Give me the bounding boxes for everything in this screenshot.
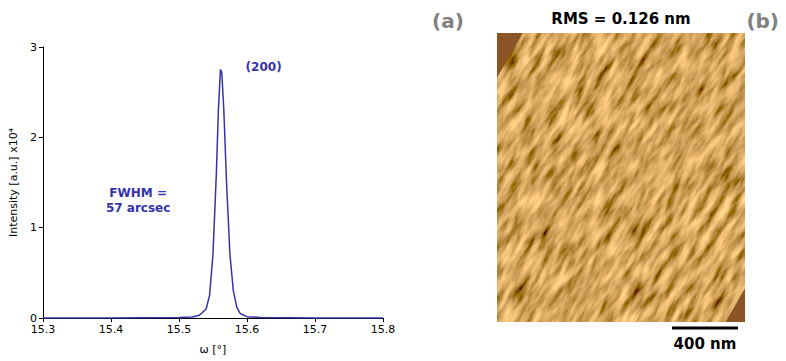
svg-text:1: 1 [30, 221, 37, 234]
svg-text:FWHM =: FWHM = [109, 186, 167, 200]
svg-text:15.6: 15.6 [235, 323, 260, 336]
svg-text:(200): (200) [246, 60, 282, 74]
svg-text:2: 2 [30, 131, 37, 144]
svg-text:15.3: 15.3 [31, 323, 56, 336]
svg-text:15.7: 15.7 [303, 323, 328, 336]
svg-text:ω [°]: ω [°] [200, 343, 227, 356]
svg-text:RMS = 0.126 nm: RMS = 0.126 nm [551, 10, 690, 28]
svg-text:15.4: 15.4 [99, 323, 124, 336]
svg-text:(b): (b) [746, 9, 779, 33]
svg-text:400 nm: 400 nm [674, 335, 737, 353]
svg-text:(a): (a) [432, 9, 464, 33]
svg-text:0: 0 [29, 311, 37, 325]
svg-text:15.8: 15.8 [371, 323, 396, 336]
svg-text:Intensity [a.u.] x10⁴: Intensity [a.u.] x10⁴ [7, 127, 20, 237]
svg-text:57 arcsec: 57 arcsec [106, 201, 170, 215]
svg-text:3: 3 [30, 41, 37, 54]
svg-text:15.5: 15.5 [167, 323, 192, 336]
